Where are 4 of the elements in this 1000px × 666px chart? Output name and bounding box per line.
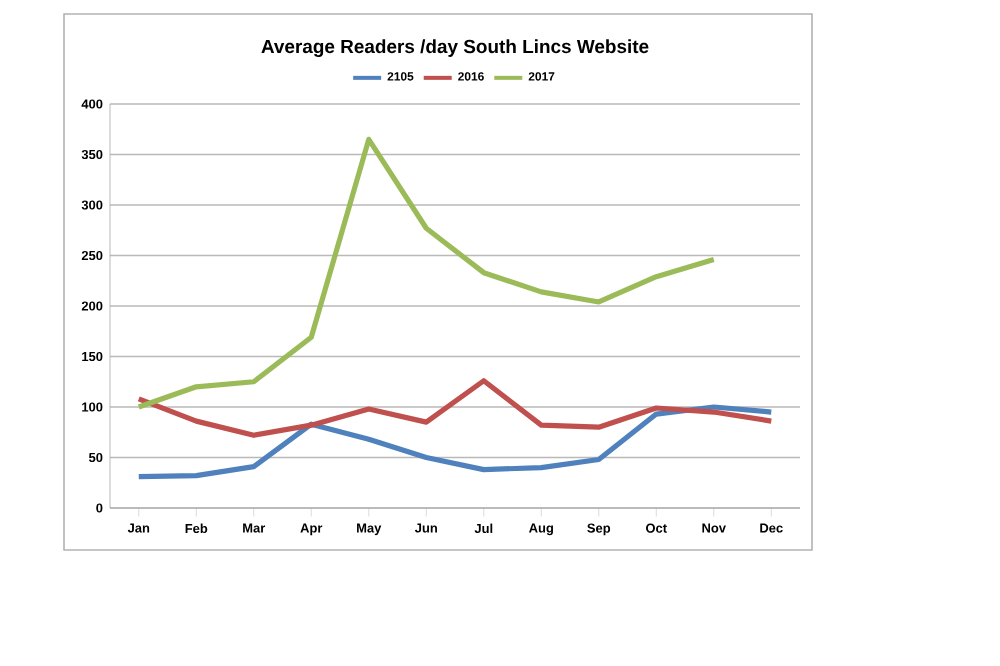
chart-title: Average Readers /day South Lincs Website <box>261 39 649 57</box>
line-series <box>136 378 774 438</box>
line-series <box>136 404 774 480</box>
line-series <box>136 136 717 410</box>
